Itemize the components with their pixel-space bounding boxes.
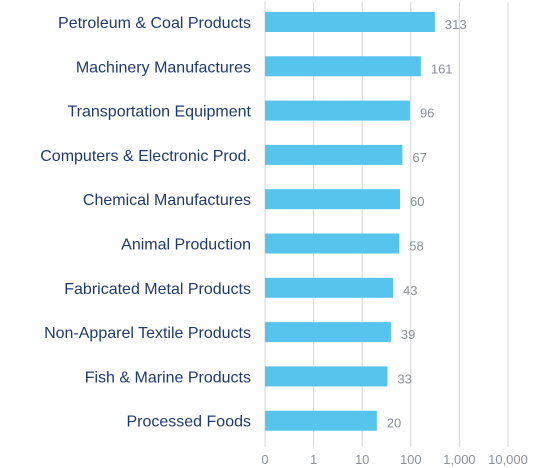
category-labels: Petroleum & Coal Products Machinery Manuf… bbox=[40, 15, 251, 431]
x-tick-label: 100 bbox=[400, 452, 422, 467]
category-label: Non-Apparel Textile Products bbox=[44, 325, 251, 342]
bar bbox=[265, 189, 401, 210]
value-label: 161 bbox=[431, 61, 453, 76]
category-label: Processed Foods bbox=[126, 414, 251, 431]
x-tick-label: 0 bbox=[261, 452, 268, 467]
category-label: Fish & Marine Products bbox=[85, 369, 251, 386]
x-tick-label: 1,000 bbox=[443, 452, 476, 467]
x-tick-label: 10,000 bbox=[488, 452, 528, 467]
bar bbox=[265, 366, 388, 387]
bar bbox=[265, 56, 421, 77]
x-tick-label: 1 bbox=[310, 452, 317, 467]
bars bbox=[265, 12, 435, 431]
bar bbox=[265, 322, 391, 343]
value-label: 43 bbox=[403, 283, 417, 298]
category-label: Animal Production bbox=[121, 237, 251, 254]
category-label: Fabricated Metal Products bbox=[64, 281, 251, 298]
x-axis-ticks: 0 1 10 100 1,000 10,000 bbox=[261, 452, 528, 467]
bar bbox=[265, 100, 410, 121]
value-label: 20 bbox=[387, 416, 401, 431]
value-label: 58 bbox=[409, 239, 423, 254]
value-label: 313 bbox=[445, 17, 467, 32]
bar bbox=[265, 233, 400, 254]
value-label: 39 bbox=[401, 327, 415, 342]
category-label: Machinery Manufactures bbox=[76, 59, 251, 76]
value-label: 60 bbox=[410, 194, 424, 209]
bar bbox=[265, 277, 393, 298]
value-label: 33 bbox=[397, 371, 411, 386]
bar bbox=[265, 144, 403, 165]
category-label: Petroleum & Coal Products bbox=[58, 15, 251, 32]
category-label: Transportation Equipment bbox=[67, 104, 251, 121]
x-tick-label: 10 bbox=[355, 452, 369, 467]
value-label: 96 bbox=[420, 106, 434, 121]
category-label: Computers & Electronic Prod. bbox=[40, 148, 251, 165]
value-labels: 313 161 96 67 60 58 43 39 33 20 bbox=[387, 17, 467, 431]
bar bbox=[265, 12, 435, 32]
value-label: 67 bbox=[412, 150, 426, 165]
category-label: Chemical Manufactures bbox=[83, 192, 251, 209]
bar bbox=[265, 410, 377, 431]
